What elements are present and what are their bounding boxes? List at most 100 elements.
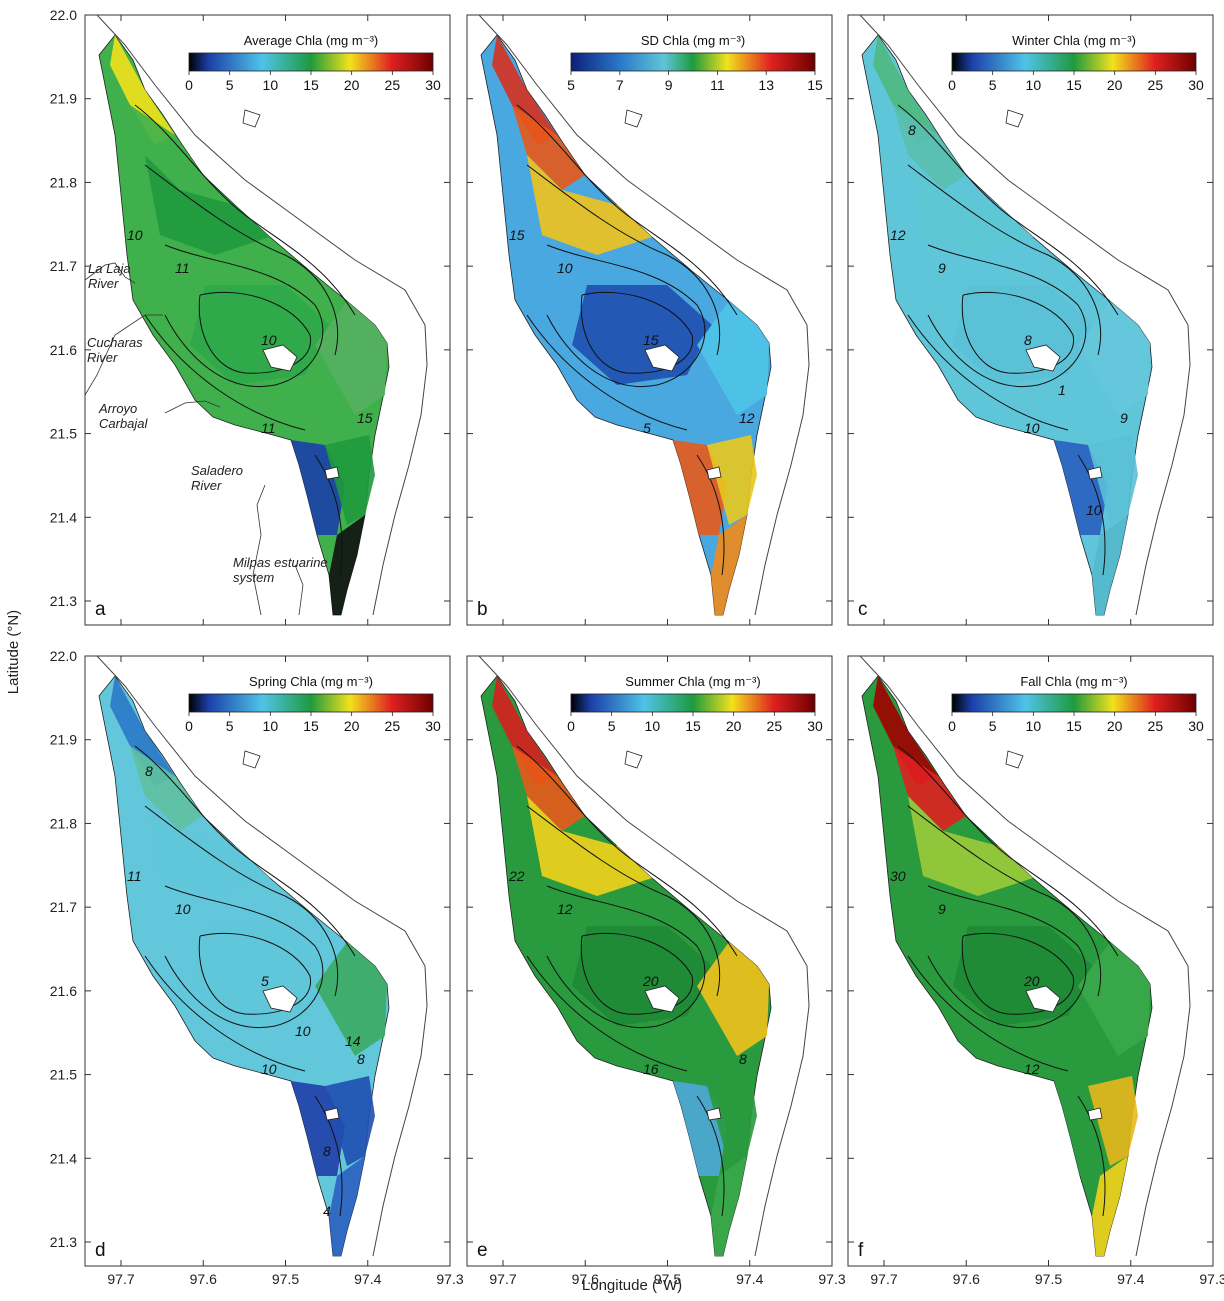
concentration-zone [908, 796, 1033, 896]
colorbar-tick-label: 0 [185, 77, 193, 93]
colorbar: Fall Chla (mg m⁻³) 0 5 10 15 20 25 30 [948, 674, 1204, 734]
latitude-tick-label: 22.0 [50, 7, 77, 23]
contour-line [314, 454, 343, 576]
river-label: Saladero River [191, 463, 243, 493]
island [644, 344, 680, 372]
contour-line [580, 932, 693, 1015]
concentration-zone [873, 35, 938, 145]
coastline [478, 15, 810, 616]
concentration-zone [315, 301, 387, 415]
latitude-tick-label: 21.3 [50, 593, 77, 609]
river-line [85, 262, 136, 284]
contour-line [144, 805, 339, 997]
colorbar-gradient [951, 52, 1197, 72]
concentration-zone [711, 515, 747, 615]
contour-line [897, 104, 1119, 316]
contour-line [526, 805, 721, 997]
concentration-zone [329, 515, 365, 615]
longitude-tick-label: 97.4 [1117, 1271, 1144, 1287]
panel-letter: e [477, 1240, 488, 1261]
map-content: 22 20 16 12 8 [478, 656, 810, 1257]
contour-line [1077, 454, 1106, 576]
colorbar-tick-label: 15 [303, 718, 319, 734]
latitude-tick-label: 21.5 [50, 1067, 77, 1083]
latitude-tick-label: 22.0 [50, 648, 77, 664]
latitude-tick-label: 21.9 [50, 91, 77, 107]
map-panel-e: 22 20 16 12 8 Summer Chla (mg m⁻³) 0 5 10 15 20 25 3… [466, 655, 846, 1287]
contour-label: 8 [357, 1051, 365, 1067]
contour-line [580, 291, 693, 374]
latitude-tick-label: 21.4 [50, 509, 77, 525]
coastline [478, 656, 810, 1257]
river-line [294, 564, 304, 616]
contour-line [907, 314, 1069, 431]
colorbar-title: Winter Chla (mg m⁻³) [1012, 33, 1136, 48]
panel-letter: c [858, 599, 868, 620]
concentration-zone [527, 155, 652, 255]
colorbar-tick-label: 15 [807, 77, 823, 93]
map-panel-a: 10 10 11 11 15 La Laja River Cucharas River Arroy… [50, 7, 451, 626]
colorbar-tick-label: 10 [263, 718, 279, 734]
colorbar: Summer Chla (mg m⁻³) 0 5 10 15 20 25 30 [567, 674, 823, 734]
concentration-zone [130, 105, 203, 190]
colorbar-gradient [188, 693, 434, 713]
colorbar-tick-label: 15 [303, 77, 319, 93]
island [262, 344, 298, 372]
island [324, 466, 340, 480]
contour-line [526, 314, 688, 431]
longitude-tick-label: 97.5 [1035, 1271, 1062, 1287]
longitude-tick-label: 97.7 [489, 1271, 516, 1287]
colorbar-tick-label: 15 [1066, 718, 1082, 734]
contour-label: 22 [508, 868, 525, 884]
colorbar-gradient [951, 693, 1197, 713]
concentration-zone [1088, 1076, 1138, 1166]
colorbar-tick-label: 10 [1026, 77, 1042, 93]
island [1005, 109, 1024, 128]
longitude-tick-label: 97.6 [572, 1271, 599, 1287]
contour-label: 20 [642, 973, 659, 989]
river-line [252, 484, 266, 616]
longitude-tick-label: 97.4 [736, 1271, 763, 1287]
island [1025, 344, 1061, 372]
contour-line [696, 1095, 725, 1217]
concentration-zone [329, 1156, 365, 1256]
contour-label: 12 [890, 227, 906, 243]
contour-line [314, 1095, 343, 1217]
contour-label: 10 [295, 1023, 311, 1039]
island [1025, 985, 1061, 1013]
colorbar-title: Summer Chla (mg m⁻³) [625, 674, 760, 689]
longitude-tick-label: 97.3 [436, 1271, 463, 1287]
concentration-zone [873, 676, 938, 786]
concentration-zone [325, 435, 375, 525]
contour-label: 10 [1024, 420, 1040, 436]
contour-label: 9 [1120, 410, 1128, 426]
colorbar-tick-label: 5 [608, 718, 616, 734]
panel-letter: a [95, 599, 106, 620]
colorbar: Spring Chla (mg m⁻³) 0 5 10 15 20 25 30 [185, 674, 441, 734]
contour-line [1077, 1095, 1106, 1217]
map-content: 15 15 5 10 12 [478, 15, 810, 616]
colorbar: Average Chla (mg m⁻³) 0 5 10 15 20 25 30 [185, 33, 441, 93]
latitude-tick-label: 21.7 [50, 899, 77, 915]
concentration-zone [707, 435, 757, 525]
longitude-tick-label: 97.4 [354, 1271, 381, 1287]
contour-label: 8 [739, 1051, 747, 1067]
y-axis-title: Latitude (°N) [5, 610, 22, 694]
map-content: 10 10 11 11 15 La Laja River Cucharas River Arroy… [85, 15, 428, 616]
colorbar-tick-label: 5 [226, 718, 234, 734]
contour-label: 12 [557, 901, 573, 917]
contour-label: 10 [127, 227, 143, 243]
concentration-zone [110, 676, 175, 786]
longitude-tick-label: 97.5 [654, 1271, 681, 1287]
island [1087, 1107, 1103, 1121]
colorbar-tick-label: 5 [226, 77, 234, 93]
colorbar-title: Fall Chla (mg m⁻³) [1020, 674, 1127, 689]
map-panel-b: 15 15 5 10 12 SD Chla (mg m⁻³) 5 7 9 11 13 15 b [466, 14, 833, 626]
longitude-tick-label: 97.6 [953, 1271, 980, 1287]
contour-label: 9 [938, 901, 946, 917]
latitude-tick-label: 21.7 [50, 258, 77, 274]
contour-line [696, 454, 725, 576]
concentration-zone [893, 746, 966, 831]
